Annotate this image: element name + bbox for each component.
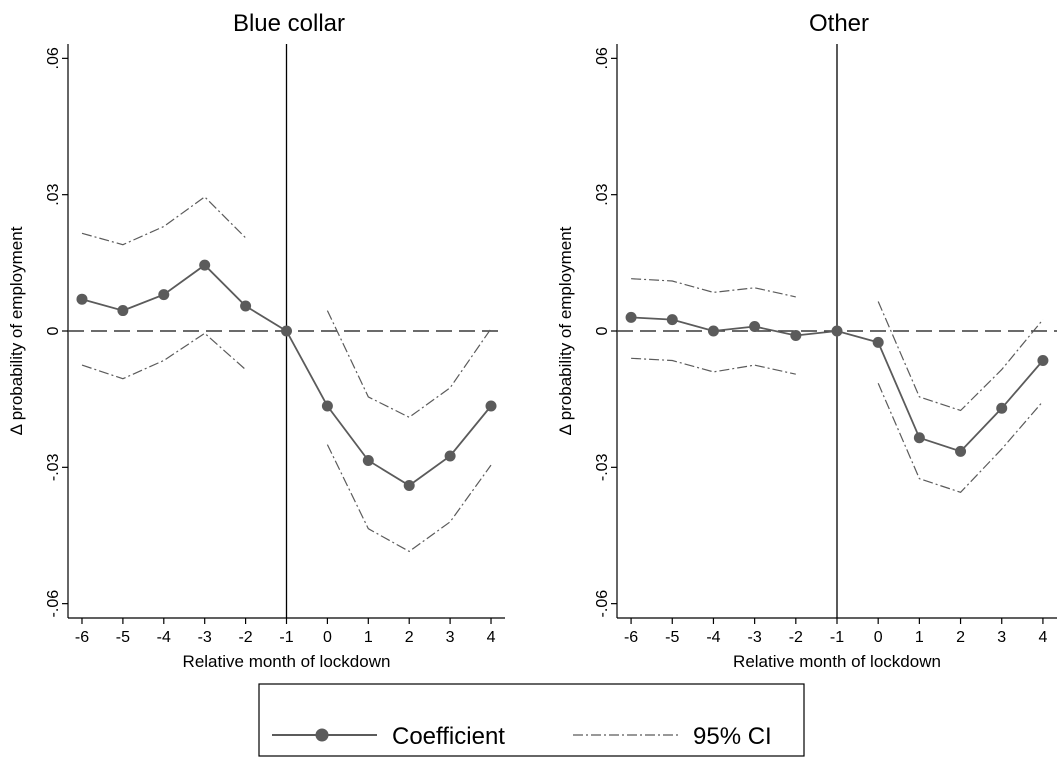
legend: Coefficient 95% CI — [258, 683, 805, 757]
x-tick-label: 0 — [874, 629, 883, 646]
ci-upper-line — [631, 278, 796, 298]
coefficient-point — [955, 445, 967, 457]
x-tick-label: 4 — [487, 629, 496, 646]
x-tick-label: -6 — [75, 629, 89, 646]
coefficient-point — [625, 311, 637, 323]
x-tick-label: 2 — [405, 629, 414, 646]
x-axis-label: Relative month of lockdown — [183, 652, 391, 671]
y-axis-label: Δ probability of employment — [556, 226, 575, 435]
y-tick-label: .06 — [594, 47, 611, 69]
x-tick-label: 1 — [915, 629, 924, 646]
coefficient-point — [996, 402, 1008, 414]
coefficient-point — [831, 325, 843, 337]
ci-lower-line — [81, 332, 246, 380]
coefficient-point — [1037, 355, 1049, 367]
x-tick-label: -2 — [238, 629, 252, 646]
y-tick-label: 0 — [45, 326, 62, 335]
y-tick-label: -.03 — [594, 453, 611, 481]
coefficient-point — [666, 314, 678, 326]
coefficient-point — [362, 455, 374, 467]
chart-title: Other — [809, 10, 869, 37]
x-tick-label: -1 — [830, 629, 844, 646]
y-tick-label: -.06 — [594, 590, 611, 618]
y-axis-label: Δ probability of employment — [7, 226, 26, 435]
coefficient-point — [117, 305, 129, 317]
y-tick-label: .03 — [45, 183, 62, 205]
panel-blue-collar: Blue collar -.06 -.03 0 .03 .06 -6 -5 -4 -3 -2 -1 0 1… — [7, 10, 505, 671]
panel-other: Other -.06 -.03 0 .03 .06 -6 -5 -4 -3 -2 -1 0 1 2 3 4 Rel… — [556, 10, 1057, 671]
legend-box — [258, 683, 805, 757]
x-tick-label: 3 — [446, 629, 455, 646]
ci-upper-line — [81, 196, 247, 246]
x-tick-label: 2 — [956, 629, 965, 646]
y-tick-label: 0 — [594, 326, 611, 335]
coefficient-point — [790, 330, 802, 342]
legend-coefficient-marker — [315, 728, 329, 742]
legend-coefficient-label: Coefficient — [392, 723, 505, 750]
y-tick-label: -.03 — [45, 453, 62, 481]
coefficient-point — [403, 480, 415, 492]
coefficient-point — [749, 320, 761, 332]
x-tick-label: -4 — [157, 629, 171, 646]
x-tick-label: 1 — [364, 629, 373, 646]
coefficient-point — [76, 293, 88, 305]
coefficient-point — [707, 325, 719, 337]
y-tick-label: .06 — [45, 47, 62, 69]
coefficient-point — [913, 432, 925, 444]
x-axis-label: Relative month of lockdown — [733, 652, 941, 671]
ci-lower-line — [326, 444, 492, 553]
ci-lower-line — [631, 357, 796, 375]
x-tick-label: -3 — [198, 629, 212, 646]
coefficient-point — [281, 325, 292, 337]
coefficient-point — [158, 289, 170, 301]
x-tick-label: 3 — [997, 629, 1006, 646]
y-tick-label: .03 — [594, 183, 611, 205]
coefficient-point — [321, 400, 333, 412]
coefficient-point — [485, 400, 497, 412]
x-tick-label: -5 — [116, 629, 130, 646]
chart-title: Blue collar — [233, 10, 345, 37]
coefficient-point — [199, 259, 211, 271]
x-tick-label: 0 — [323, 629, 332, 646]
x-tick-label: -1 — [279, 629, 293, 646]
coefficient-point — [444, 450, 456, 462]
x-tick-label: -2 — [789, 629, 803, 646]
x-tick-label: 4 — [1038, 629, 1047, 646]
ci-upper-line — [877, 301, 1044, 412]
coefficient-point — [240, 300, 252, 312]
coefficient-point — [872, 336, 884, 348]
x-tick-label: -6 — [624, 629, 638, 646]
x-tick-label: -3 — [748, 629, 762, 646]
ci-lower-line — [877, 383, 1044, 493]
x-tick-label: -5 — [665, 629, 679, 646]
x-tick-label: -4 — [706, 629, 720, 646]
ci-upper-line — [326, 310, 492, 418]
legend-ci-label: 95% CI — [693, 723, 772, 750]
y-tick-label: -.06 — [45, 590, 62, 618]
